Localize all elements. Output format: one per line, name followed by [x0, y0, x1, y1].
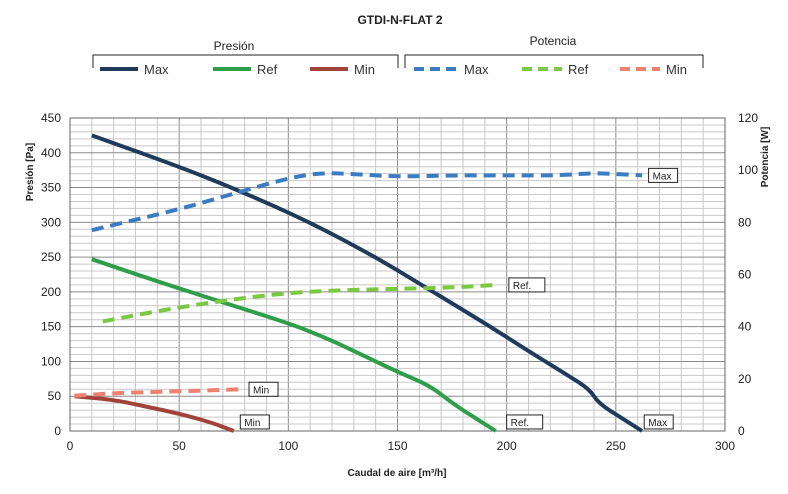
series-line-presion-ref — [91, 257, 497, 433]
series-tag-box-potencia-max — [648, 167, 679, 183]
x-tick-label: 200 — [497, 439, 517, 453]
plot-area — [69, 117, 726, 432]
series-tag-box-potencia-ref — [508, 277, 546, 293]
legend-bracket-presion — [92, 54, 399, 68]
series-line-presion-min — [74, 394, 235, 433]
series-tag-potencia-max: Max — [653, 171, 672, 182]
x-tick-label: 50 — [172, 439, 186, 453]
series-line-potencia-max — [91, 171, 643, 233]
y-right-tick-label: 120 — [738, 111, 758, 125]
y-right-tick-label: 100 — [738, 163, 758, 177]
series-tag-presion-ref: Ref. — [511, 418, 529, 429]
series-line-potencia-min — [74, 387, 241, 398]
legend-label-max: Max — [144, 62, 169, 77]
x-tick-label: 300 — [715, 439, 735, 453]
x-tick-label: 0 — [67, 439, 74, 453]
legend: Presión Potencia Max Ref Min Max Ref Min — [92, 34, 704, 77]
y-right-tick-label: 20 — [738, 372, 752, 386]
x-tick-label: 100 — [278, 439, 298, 453]
series-tag-box-potencia-min — [248, 381, 279, 397]
series-line-potencia-ref — [102, 282, 496, 324]
chart-title: GTDI-N-FLAT 2 — [357, 13, 442, 27]
legend-group-presion: Presión — [214, 39, 255, 53]
y-axis-label-right: Potencia [W] — [760, 127, 771, 188]
series-tag-box-presion-min — [239, 414, 270, 430]
legend-label-ref: Ref — [568, 62, 589, 77]
series-tag-presion-max: Max — [648, 418, 667, 429]
y-right-tick-label: 80 — [738, 215, 752, 229]
legend-label-min: Min — [354, 62, 375, 77]
series-tag-box-presion-ref — [506, 414, 544, 430]
y-left-tick-label: 300 — [41, 215, 61, 229]
legend-label-max: Max — [464, 62, 489, 77]
x-axis-label: Caudal de aire [m³/h] — [348, 468, 447, 479]
legend-label-ref: Ref — [257, 62, 278, 77]
y-left-tick-label: 0 — [54, 424, 61, 438]
legend-label-min: Min — [666, 62, 687, 77]
legend-group-potencia: Potencia — [530, 34, 577, 48]
x-tick-label: 250 — [606, 439, 626, 453]
legend-bracket-potencia — [404, 54, 704, 68]
y-right-tick-label: 40 — [738, 320, 752, 334]
y-left-tick-label: 150 — [41, 320, 61, 334]
y-left-tick-label: 50 — [48, 389, 62, 403]
y-left-tick-label: 450 — [41, 111, 61, 125]
series-line-presion-max — [91, 133, 644, 433]
x-tick-label: 150 — [387, 439, 407, 453]
series-tag-potencia-min: Min — [253, 385, 269, 396]
y-left-tick-label: 250 — [41, 250, 61, 264]
series-tag-presion-min: Min — [244, 418, 260, 429]
y-left-tick-label: 400 — [41, 146, 61, 160]
y-left-tick-label: 100 — [41, 354, 61, 368]
y-axis-label-left: Presión [Pa] — [25, 143, 36, 201]
y-left-tick-label: 350 — [41, 181, 61, 195]
y-right-tick-label: 0 — [738, 424, 745, 438]
series-tag-box-presion-max — [643, 414, 674, 430]
series-tag-potencia-ref: Ref. — [513, 281, 531, 292]
y-left-tick-label: 200 — [41, 285, 61, 299]
y-right-tick-label: 60 — [738, 268, 752, 282]
